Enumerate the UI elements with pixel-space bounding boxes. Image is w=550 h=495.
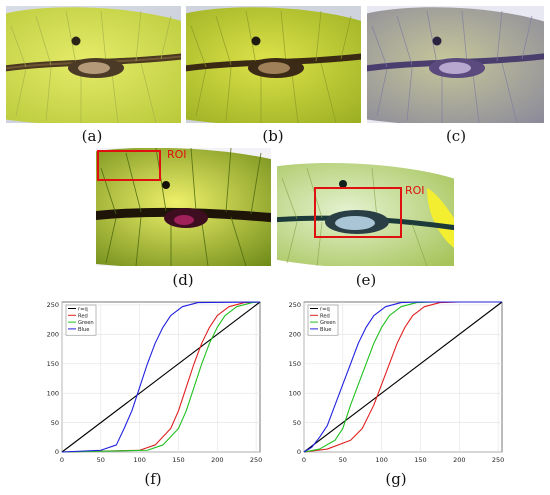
- series-line-red: [303, 301, 502, 453]
- series-line-blue: [303, 301, 502, 453]
- x-tick-label: 150: [172, 456, 184, 464]
- legend: [307, 304, 339, 336]
- y-tick-label: 150: [289, 360, 301, 368]
- caption-f: (f): [144, 470, 162, 488]
- caption-d: (d): [172, 271, 194, 289]
- y-tick-label: 50: [293, 419, 301, 427]
- legend-entry: Blue: [320, 327, 331, 333]
- y-tick-label: 150: [47, 360, 59, 368]
- caption-b: (b): [262, 127, 284, 145]
- roi-box-e: [314, 187, 402, 238]
- roi-label-e: ROI: [405, 184, 425, 197]
- leaf-photo-b: [186, 6, 361, 123]
- caption-g: (g): [385, 470, 407, 488]
- leaf-photo-a: [6, 6, 181, 123]
- caption-a: (a): [81, 127, 103, 145]
- x-tick-label: 250: [492, 456, 504, 464]
- x-tick-label: 50: [97, 456, 105, 464]
- chart-f: 0 50 100 150 200 250 0 50 100 150 200 250 r=qRedGree…: [47, 301, 263, 464]
- series-line-r-q: [303, 301, 503, 453]
- y-tick-label: 100: [47, 389, 59, 397]
- y-tick-label: 50: [51, 419, 59, 427]
- caption-c: (c): [445, 127, 467, 145]
- y-tick-label: 0: [297, 448, 301, 456]
- y-tick-label: 100: [289, 389, 301, 397]
- legend: [65, 304, 97, 336]
- y-tick-label: 250: [47, 301, 59, 309]
- legend-entry: Red: [78, 313, 88, 319]
- y-tick-label: 250: [289, 301, 301, 309]
- x-tick-label: 100: [133, 456, 145, 464]
- legend-entry: Red: [320, 313, 330, 319]
- y-tick-label: 200: [47, 331, 59, 339]
- x-tick-label: 100: [375, 456, 387, 464]
- x-tick-label: 150: [414, 456, 426, 464]
- legend-entry: Green: [78, 320, 94, 326]
- roi-box-d: [97, 150, 161, 181]
- roi-label-d: ROI: [167, 148, 187, 161]
- caption-e: (e): [355, 271, 377, 289]
- series-line-green: [303, 301, 502, 453]
- legend-entry: r=q: [320, 307, 330, 313]
- x-tick-label: 200: [211, 456, 223, 464]
- x-tick-label: 200: [453, 456, 465, 464]
- leaf-photo-d: [96, 148, 271, 266]
- series-line-green: [61, 301, 261, 453]
- y-tick-label: 0: [55, 448, 59, 456]
- x-tick-label: 0: [60, 456, 64, 464]
- x-tick-label: 250: [250, 456, 262, 464]
- series-line-r-q: [61, 301, 261, 453]
- legend-entry: r=q: [78, 307, 88, 313]
- legend-entry: Green: [320, 320, 336, 326]
- series-line-blue: [61, 301, 261, 453]
- y-tick-label: 200: [289, 331, 301, 339]
- legend-entry: Blue: [78, 327, 89, 333]
- leaf-photo-c: [367, 6, 544, 123]
- x-tick-label: 0: [302, 456, 306, 464]
- series-line-red: [61, 301, 261, 453]
- x-tick-label: 50: [339, 456, 347, 464]
- chart-g: 0 50 100 150 200 250 0 50 100 150 200 250 r=qRedGree…: [289, 301, 505, 464]
